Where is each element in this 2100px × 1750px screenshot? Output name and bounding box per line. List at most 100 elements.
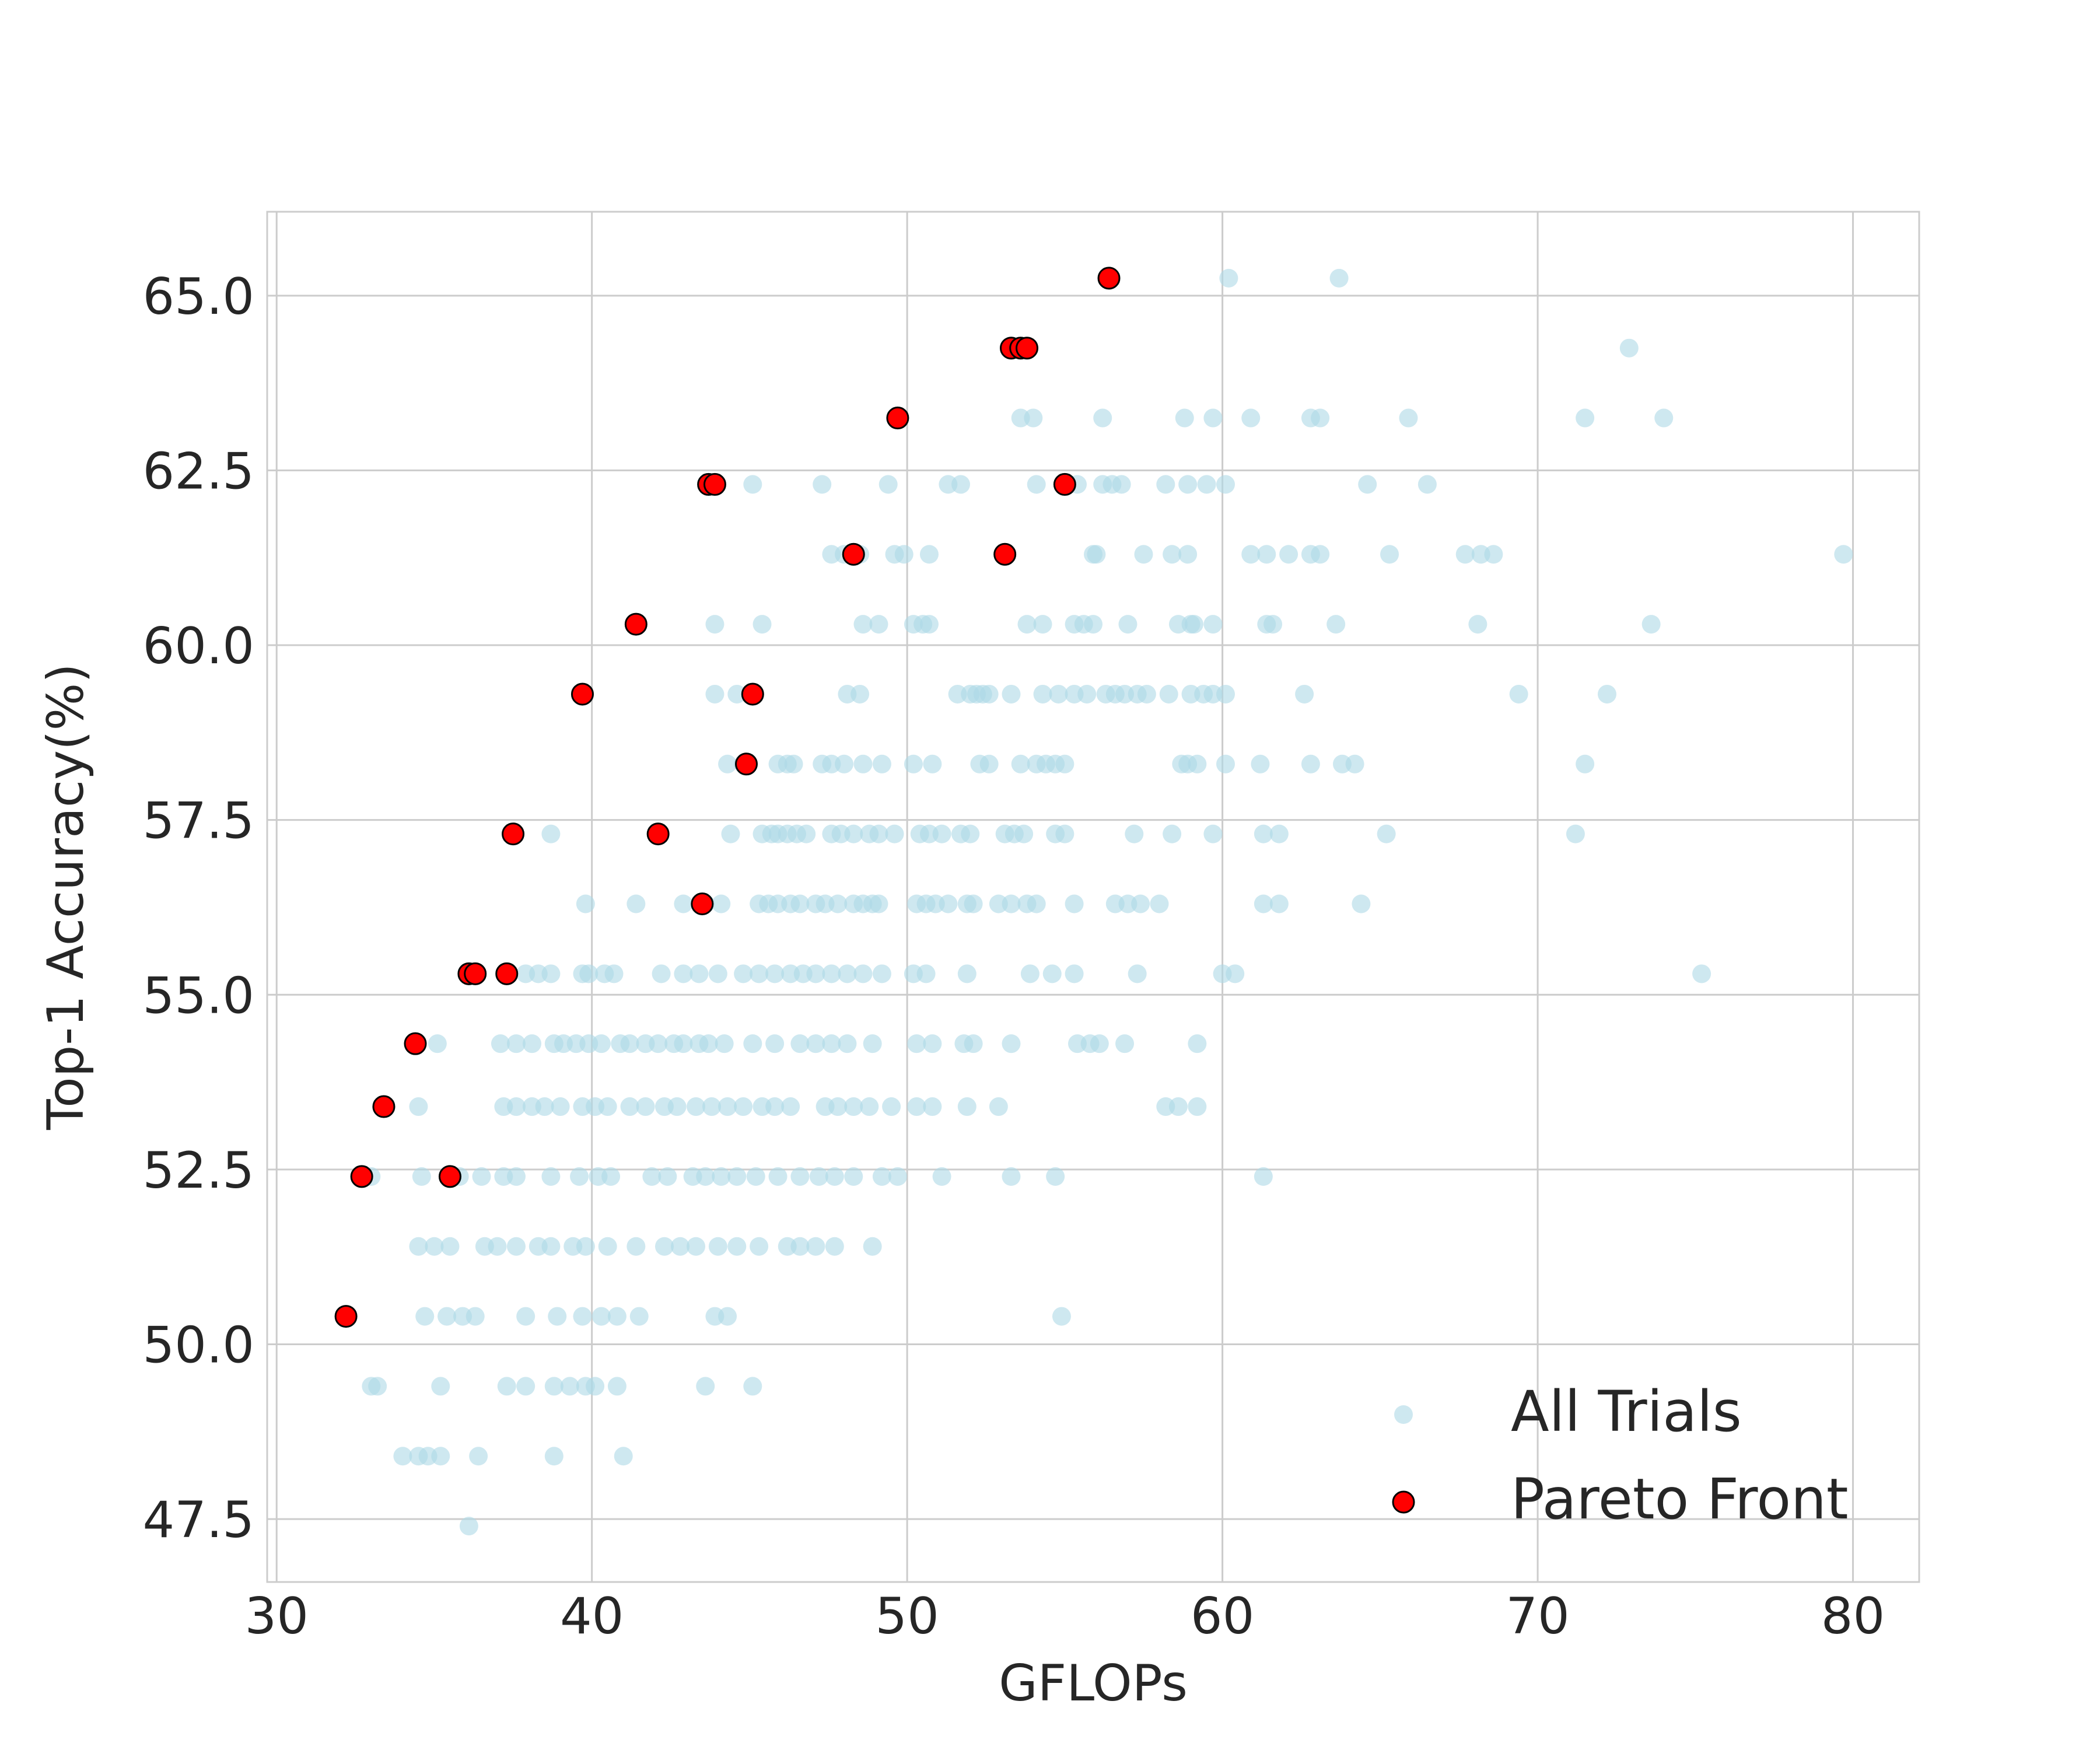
pareto-front-point [842,542,865,566]
all-trials-point [592,1307,611,1326]
y-tick-labels: 47.5 50.0 52.5 55.0 57.5 60.0 62.5 65.0 [143,268,254,1549]
all-trials-point [1055,824,1074,844]
all-trials-point [573,1307,592,1326]
all-trials-point [614,1447,633,1466]
all-trials-point [1226,964,1245,984]
all-trials-point [541,964,561,984]
all-trials-point [440,1237,460,1256]
all-trials-point [1576,754,1595,774]
legend-marker-pareto-front [1392,1490,1415,1514]
all-trials-point [853,615,873,634]
all-trials-point [428,1034,447,1054]
x-tick-label: 60 [1191,1587,1254,1646]
all-trials-point [784,754,803,774]
all-trials-point [671,1237,690,1256]
all-trials-point [718,1097,737,1116]
all-trials-point [1084,615,1102,634]
all-trials-point [1024,408,1043,428]
all-trials-point [863,1237,882,1256]
all-trials-point [932,824,951,844]
all-trials-point [690,964,709,984]
all-trials-point [652,964,671,984]
all-trials-point [570,1167,589,1186]
all-trials-point [1654,408,1674,428]
all-trials-point [825,1167,844,1186]
all-trials-point [790,894,810,914]
all-trials-point [750,964,769,984]
all-trials-point [674,1034,693,1054]
all-trials-point [957,1097,977,1116]
all-trials-point [601,1167,621,1186]
all-trials-point [790,1034,810,1054]
all-trials-point [488,1237,507,1256]
all-trials-point [1254,1167,1273,1186]
all-trials-point [1358,475,1377,494]
all-trials-point [853,754,873,774]
all-trials-point [548,1307,567,1326]
all-trials-point [979,684,999,704]
all-trials-point [658,1167,677,1186]
pareto-front-point [624,612,648,636]
all-trials-point [708,1237,727,1256]
all-trials-point [1509,684,1528,704]
all-trials-point [1002,684,1021,704]
all-trials-point [425,1237,444,1256]
all-trials-point [860,1097,879,1116]
all-trials-point [1311,545,1330,564]
all-trials-point [765,1097,785,1116]
all-trials-point [1597,684,1616,704]
all-trials-point [964,894,983,914]
all-trials-point [1115,1034,1135,1054]
all-trials-point [1251,754,1270,774]
all-trials-point [1188,1097,1207,1116]
all-trials-point [916,964,936,984]
all-trials-point [806,1034,825,1054]
all-trials-point [734,964,753,984]
legend-label-pareto-front: Pareto Front [1511,1466,1849,1532]
all-trials-point [705,684,724,704]
all-trials-point [1020,964,1040,984]
all-trials-point [822,964,841,984]
all-trials-point [1345,754,1364,774]
all-trials-point [835,754,854,774]
y-tick-label: 60.0 [143,617,254,676]
all-trials-point [541,824,561,844]
all-trials-point [1093,408,1112,428]
x-tick-labels: 30 40 50 60 70 80 [244,1587,1885,1646]
all-trials-point [718,754,737,774]
all-trials-point [750,1237,769,1256]
all-trials-point [1264,615,1283,634]
all-trials-point [1042,964,1062,984]
legend: All Trials Pareto Front [1392,1379,1849,1532]
all-trials-point [790,1167,810,1186]
all-trials-point [838,964,857,984]
all-trials-point [1279,545,1298,564]
all-trials-point [957,964,977,984]
all-trials-point [607,1377,626,1396]
all-trials-point [1168,1097,1188,1116]
plot-frame [266,211,1920,1583]
all-trials-point [1131,894,1150,914]
all-trials-point [626,894,646,914]
all-trials-point [869,894,888,914]
y-tick-label: 65.0 [143,268,254,326]
pareto-front-point [350,1165,373,1188]
y-tick-label: 47.5 [143,1491,254,1549]
all-trials-point [844,824,863,844]
all-trials-point [1178,545,1198,564]
all-trials-point [1065,964,1084,984]
all-trials-point [888,1167,907,1186]
all-trials-point [734,1097,753,1116]
all-trials-point [1188,754,1207,774]
y-tick-label: 52.5 [143,1142,254,1200]
all-trials-point [1134,545,1153,564]
legend-label-all-trials: All Trials [1511,1379,1742,1444]
all-trials-point [1112,475,1131,494]
pareto-front-point [1053,473,1076,496]
all-trials-point [1049,684,1068,704]
all-trials-point [872,754,891,774]
pareto-front-point [703,473,726,496]
y-axis-title: Top-1 Accuracy(%) [37,663,95,1130]
series-pareto-front [334,267,1121,1328]
y-tick-label: 55.0 [143,967,254,1025]
